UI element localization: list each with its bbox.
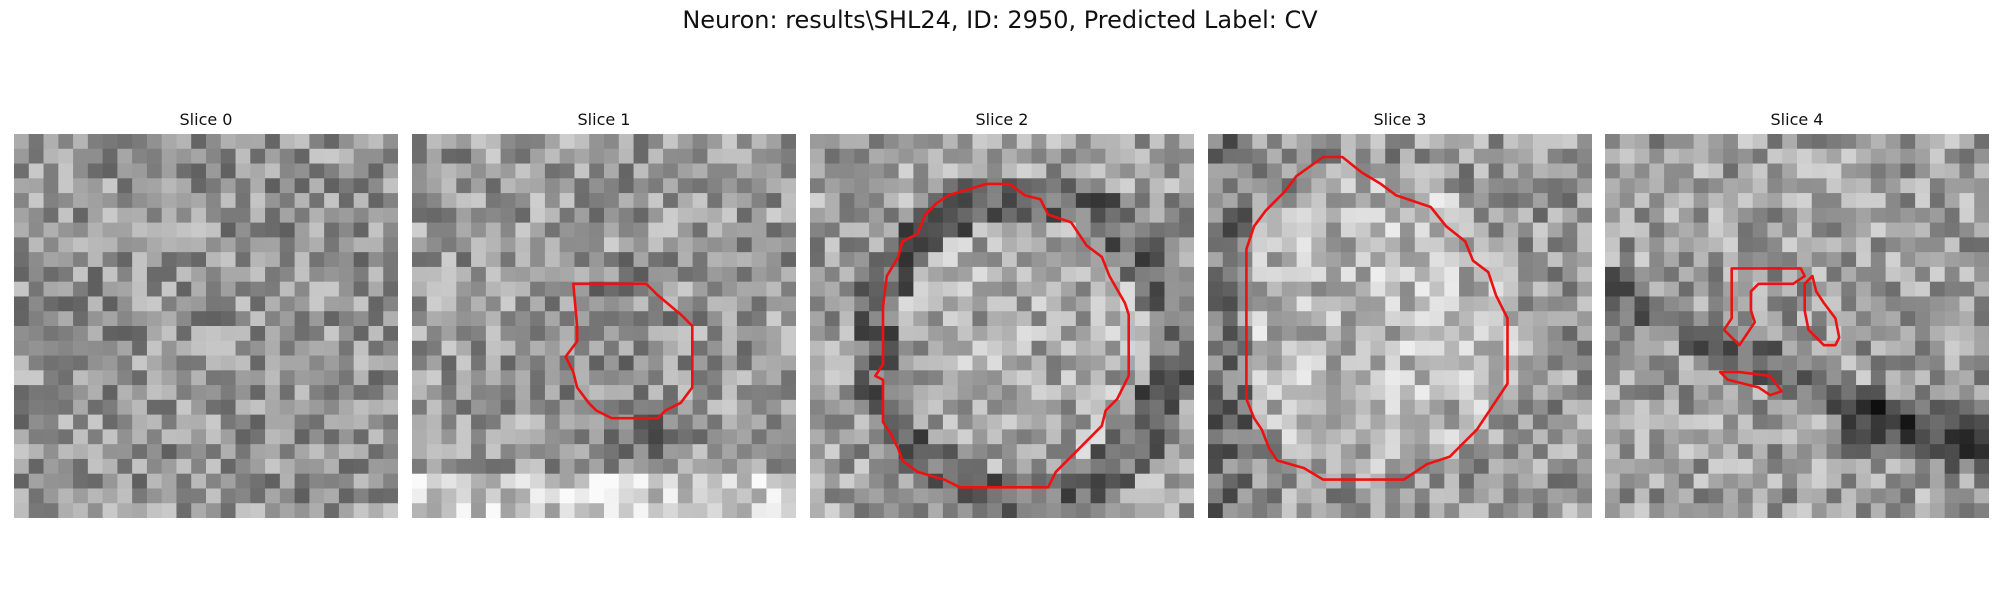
pixel-grid	[14, 134, 398, 518]
pixel-grid	[1605, 134, 1989, 518]
slice-title-2: Slice 2	[975, 110, 1029, 129]
contour-outline-2	[1718, 370, 1783, 397]
slice-title-4: Slice 4	[1770, 110, 1824, 129]
pixel-grid	[1208, 134, 1592, 518]
slice-image-1	[412, 134, 796, 518]
slice-title-3: Slice 3	[1373, 110, 1427, 129]
contour-outline-0	[1245, 155, 1509, 481]
pixel-grid	[412, 134, 796, 518]
slice-title-0: Slice 0	[179, 110, 233, 129]
slice-panel-0: Slice 0	[14, 108, 398, 518]
figure-title: Neuron: results\SHL24, ID: 2950, Predict…	[682, 6, 1318, 34]
slice-title-1: Slice 1	[577, 110, 631, 129]
slice-image-0	[14, 134, 398, 518]
slice-panel-1: Slice 1	[412, 108, 796, 518]
slice-image-4	[1605, 134, 1989, 518]
slice-panel-4: Slice 4	[1605, 108, 1989, 518]
contour-outline-0	[564, 282, 694, 420]
contour-outline-0	[874, 182, 1131, 489]
slice-panel-3: Slice 3	[1208, 108, 1592, 518]
slice-panel-2: Slice 2	[810, 108, 1194, 518]
pixel-grid	[810, 134, 1194, 518]
contour-outline-1	[1803, 274, 1841, 347]
slice-image-3	[1208, 134, 1592, 518]
contour-outline-0	[1722, 267, 1806, 347]
slice-image-2	[810, 134, 1194, 518]
